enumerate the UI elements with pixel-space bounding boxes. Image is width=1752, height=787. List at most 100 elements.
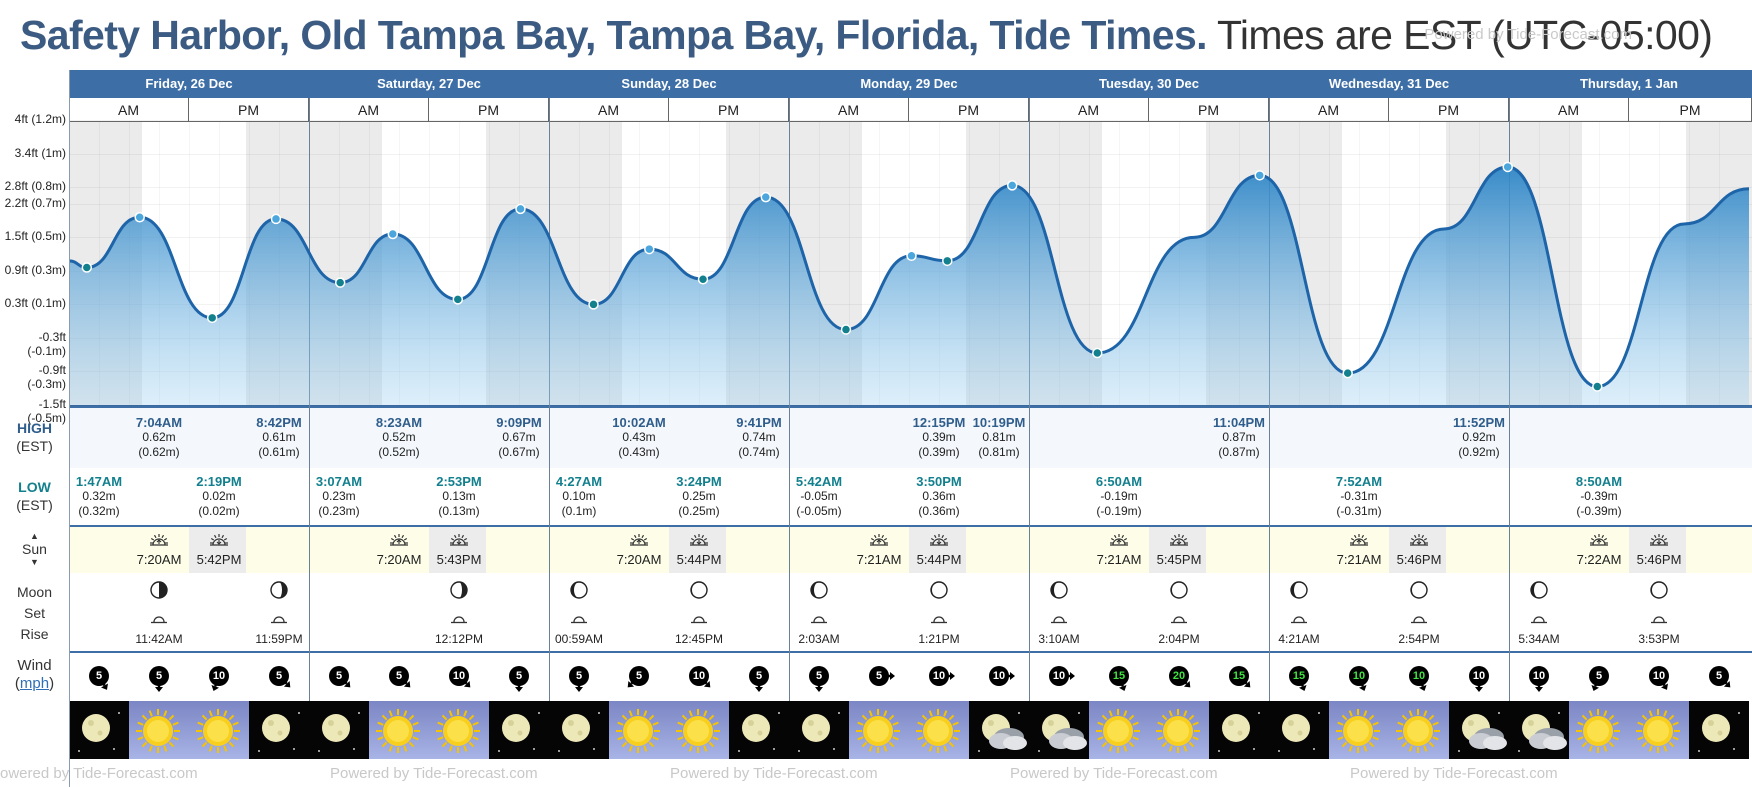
x-gridline xyxy=(339,122,340,405)
y-tick-label: 3.4ft (1m) xyxy=(14,145,66,160)
moonset-icon xyxy=(810,612,828,624)
moon-phase-icon xyxy=(269,580,289,600)
high-tide-entry: 7:04AM 0.62m (0.62m) xyxy=(129,415,189,460)
watermark-top: Powered by Tide-Forecast.com xyxy=(1424,26,1632,43)
high-tide-time: 10:19PM xyxy=(972,415,1026,430)
low-label: LOW xyxy=(18,479,51,495)
x-gridline xyxy=(609,122,610,405)
sunny-weather-icon xyxy=(669,701,729,759)
moonset-icon xyxy=(1290,612,1308,624)
y-tick-label: -1.5ft (-0.5m) xyxy=(27,397,66,425)
wind-speed: 10 xyxy=(932,670,946,682)
night-shade xyxy=(726,122,863,405)
pm-label: PM xyxy=(429,98,549,122)
high-tide-entry: 8:42PM 0.61m (0.61m) xyxy=(249,415,309,460)
x-gridline xyxy=(1569,122,1570,405)
day-header: Tuesday, 30 Dec xyxy=(1099,76,1199,91)
low-tide-height: -0.19m xyxy=(1100,489,1138,503)
moonset-time: 3:10AM xyxy=(1038,632,1080,646)
wind-row-label: Wind (mph) xyxy=(0,657,69,693)
wind-arrow-icon: 15 xyxy=(1108,665,1130,692)
high-tide-height: 0.61m xyxy=(262,430,296,444)
wind-speed: 10 xyxy=(1412,670,1426,682)
high-tide-height-paren: (0.61m) xyxy=(258,445,300,459)
sunset-time: 5:42PM xyxy=(196,552,242,567)
cloudy-night-icon xyxy=(969,701,1029,759)
sun-daylight-shade xyxy=(429,527,487,573)
y-tick-label: 1.5ft (0.5m) xyxy=(4,229,66,244)
clear-night-icon xyxy=(549,701,609,759)
x-gridline xyxy=(969,122,970,405)
x-gridline xyxy=(759,122,760,405)
wind-arrow-icon: 5 xyxy=(1708,665,1731,688)
night-shade xyxy=(69,122,143,405)
x-gridline xyxy=(159,122,160,405)
y-gridline xyxy=(69,187,1752,189)
moonrise-icon xyxy=(1650,612,1668,624)
x-gridline xyxy=(129,122,130,405)
x-gridline xyxy=(99,122,100,405)
moonrise-time: 12:12PM xyxy=(434,632,484,646)
low-tide-entry: 2:19PM 0.02m (0.02m) xyxy=(189,474,249,519)
x-gridline xyxy=(399,122,400,405)
low-tide-time: 4:27AM xyxy=(555,474,603,489)
sunny-weather-icon xyxy=(1569,701,1629,759)
moonrise-icon xyxy=(930,612,948,624)
wind-speed: 10 xyxy=(1652,670,1666,682)
am-label: AM xyxy=(1509,98,1629,122)
wind-speed: 5 xyxy=(635,670,643,682)
low-tide-height-paren: (0.1m) xyxy=(561,504,597,518)
wind-arrow-icon: 5 xyxy=(627,665,650,688)
moon-phase-icon xyxy=(1049,580,1069,600)
x-gridline xyxy=(1719,122,1720,405)
wind-arrow-icon: 20 xyxy=(1168,665,1191,688)
sunny-weather-icon xyxy=(1389,701,1449,759)
high-tide-time: 11:04PM xyxy=(1212,415,1266,430)
high-tide-height-paren: (0.87m) xyxy=(1218,445,1260,459)
clear-night-icon xyxy=(1269,701,1329,759)
moon-phase-icon xyxy=(1169,580,1189,600)
x-gridline xyxy=(1689,122,1690,405)
high-row-label: HIGH (EST) xyxy=(0,419,69,455)
moon-phase-icon xyxy=(1409,580,1429,600)
watermark-bottom: Powered by Tide-Forecast.com xyxy=(330,765,538,782)
wind-arrow-icon: 10 xyxy=(208,665,230,692)
cloudy-night-icon xyxy=(1449,701,1509,759)
sunrise-icon xyxy=(1349,532,1369,548)
wind-arrow-icon: 10 xyxy=(1648,665,1670,690)
y-gridline xyxy=(69,120,1752,121)
x-gridline xyxy=(1449,122,1450,405)
moonset-time: 5:34AM xyxy=(1518,632,1560,646)
wind-speed: 5 xyxy=(275,670,283,682)
day-separator xyxy=(1509,98,1510,759)
low-tide-height-paren: (0.36m) xyxy=(918,504,960,518)
moonrise-icon xyxy=(1410,612,1428,624)
sunset-time: 5:44PM xyxy=(676,552,722,567)
moon-set-label: Set xyxy=(23,605,45,621)
high-tide-entry: 12:15PM 0.39m (0.39m) xyxy=(909,415,969,460)
wind-speed: 20 xyxy=(1172,670,1186,682)
low-tide-time: 1:47AM xyxy=(75,474,123,489)
moonset-icon xyxy=(270,612,288,624)
low-tide-entry: 2:53PM 0.13m (0.13m) xyxy=(429,474,489,519)
low-row-bg xyxy=(69,468,1752,527)
wind-unit-link[interactable]: mph xyxy=(19,675,50,692)
wind-arrow-icon: 10 xyxy=(988,665,1015,687)
low-tide-entry: 5:42AM -0.05m (-0.05m) xyxy=(789,474,849,519)
x-gridline xyxy=(879,122,880,405)
y-tick-label: 0.3ft (0.1m) xyxy=(4,296,66,311)
sunset-icon xyxy=(209,532,229,548)
watermark-bottom: Powered by Tide-Forecast.com xyxy=(1010,765,1218,782)
wind-speed: 15 xyxy=(1112,670,1126,682)
timezone-note: Times are EST (UTC-05:00) xyxy=(1217,12,1713,58)
high-tide-height: 0.67m xyxy=(502,430,536,444)
y-gridline xyxy=(69,405,1752,406)
wind-arrow-icon: 10 xyxy=(1408,665,1430,692)
moon-phase-icon xyxy=(569,580,589,600)
high-tide-time: 11:52PM xyxy=(1452,415,1506,430)
moon-phase-icon xyxy=(809,580,829,600)
high-label: HIGH xyxy=(17,420,52,436)
wind-arrow-icon: 10 xyxy=(448,665,471,688)
pm-label: PM xyxy=(1629,98,1752,122)
low-tide-height-paren: (-0.05m) xyxy=(796,504,842,518)
